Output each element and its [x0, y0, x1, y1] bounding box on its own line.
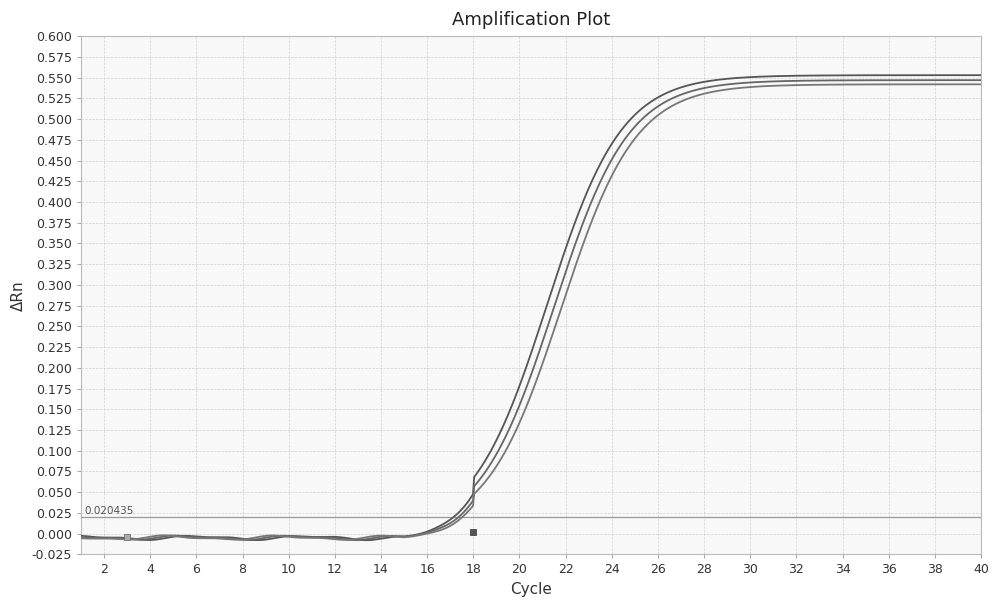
X-axis label: Cycle: Cycle — [510, 582, 552, 597]
Y-axis label: ΔRn: ΔRn — [11, 280, 26, 311]
Title: Amplification Plot: Amplification Plot — [452, 11, 610, 29]
Text: 0.020435: 0.020435 — [85, 506, 134, 516]
